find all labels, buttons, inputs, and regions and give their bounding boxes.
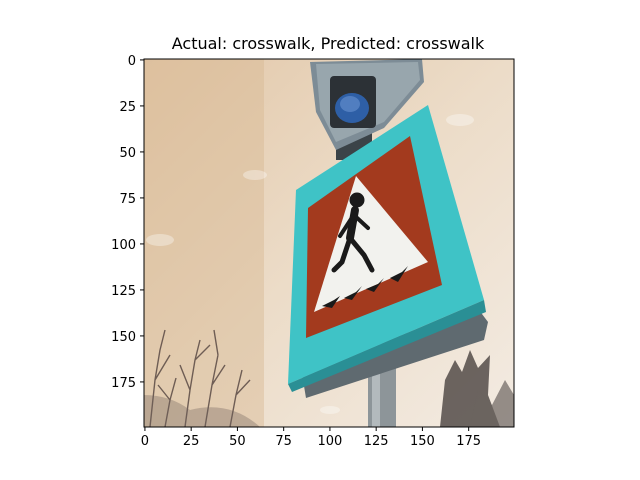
x-tick-label: 175 (456, 434, 481, 449)
tree-foliage (440, 350, 514, 427)
x-axis: 0 25 50 75 100 125 150 175 (141, 427, 481, 449)
x-tick-label: 100 (318, 434, 343, 449)
y-tick-label: 75 (119, 192, 136, 207)
y-tick-label: 50 (119, 146, 136, 161)
y-tick-label: 100 (111, 238, 136, 253)
x-tick-label: 150 (410, 434, 435, 449)
x-tick-label: 25 (183, 434, 200, 449)
y-tick-label: 175 (111, 376, 136, 391)
figure-title: Actual: crosswalk, Predicted: crosswalk (172, 34, 485, 53)
x-tick-label: 125 (364, 434, 389, 449)
y-tick-label: 150 (111, 330, 136, 345)
y-tick-label: 25 (119, 100, 136, 115)
tree-branches (149, 329, 251, 427)
pedestrian-figure (331, 192, 375, 273)
y-axis: 0 25 50 75 100 125 150 175 (111, 54, 144, 391)
y-tick-label: 125 (111, 284, 136, 299)
y-tick-label: 0 (128, 54, 136, 69)
axes-frame (143, 58, 515, 428)
crosswalk-sign-triangle (314, 176, 428, 312)
image-plot (144, 59, 514, 427)
x-tick-label: 50 (229, 434, 246, 449)
x-tick-label: 0 (141, 434, 149, 449)
x-tick-label: 75 (275, 434, 292, 449)
zebra-stripes (322, 266, 408, 308)
